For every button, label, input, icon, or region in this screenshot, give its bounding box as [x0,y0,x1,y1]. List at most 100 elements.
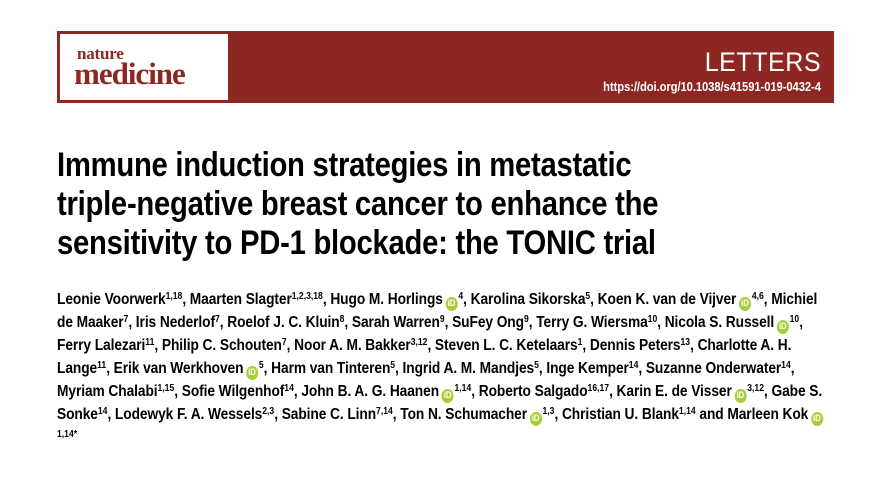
author: John B. A. G. Haanen iD1,14, [301,383,478,403]
author-name: Inge Kemper [546,360,629,377]
author-name: Myriam Chalabi [57,383,158,400]
author-affiliations: 1,18 [165,291,183,302]
author-name: Koen K. van de Vijver [597,291,737,308]
author-affiliations: 16,17 [587,383,610,394]
author: Karolina Sikorska5, [470,291,598,308]
author-name: Ingrid A. M. Mandjes [402,360,535,377]
author-name: Roelof J. C. Kluin [227,314,340,331]
author-affiliations: 5 [258,360,264,371]
author-affiliations: 9 [523,314,529,325]
orcid-id-icon[interactable]: iD [445,296,458,311]
author: Harm van Tinteren5, [271,360,403,377]
masthead-right: LETTERS https://doi.org/10.1038/s41591-0… [579,31,834,103]
orcid-id-icon[interactable]: iD [529,411,542,426]
author-name: Dennis Peters [589,337,681,354]
author: Roelof J. C. Kluin8, [227,314,352,331]
author-affiliations: 7 [214,314,220,325]
author-name: Karin E. de Visser [616,383,732,400]
author: Koen K. van de Vijver iD4,6, [597,291,772,311]
author: Ton N. Schumacher iD1,3, [400,406,562,426]
author-affiliations: 1,3 [542,406,555,417]
author-name: Noor A. M. Bakker [294,337,411,354]
author: Roberto Salgado16,17, [478,383,617,400]
author-affiliations: 14 [781,360,791,371]
author: Noor A. M. Bakker3,12, [294,337,435,354]
journal-masthead: nature medicine LETTERS https://doi.org/… [57,31,834,103]
author: SuFey Ong9, [452,314,537,331]
orcid-id-icon[interactable]: iD [245,365,259,380]
author: Iris Nederlof7, [135,314,228,331]
author-name: Roberto Salgado [478,383,588,400]
author-affiliations: 10 [789,314,800,325]
author-name: Sabine C. Linn [281,406,377,423]
author: Hugo M. Horlings iD4, [330,291,470,311]
author: Myriam Chalabi1,15, [57,383,182,400]
author-affiliations: 3,12 [410,337,428,348]
author-affiliations: 11 [145,337,155,348]
author-affiliations: 14 [628,360,639,371]
author-name: Suzanne Onderwater [645,360,782,377]
author-name: Sarah Warren [351,314,440,331]
author-list: Leonie Voorwerk1,18, Maarten Slagter1,2,… [57,288,831,449]
author-affiliations: 5 [390,360,396,371]
author: Maarten Slagter1,2,3,18, [189,291,331,308]
author: Nicola S. Russell iD10, [665,314,803,334]
author-affiliations: 7 [281,337,287,348]
author-affiliations: 11 [97,360,107,371]
author-name: Ton N. Schumacher [400,406,528,423]
author-name: Charlotte A. H. Lange [57,337,792,377]
author-name: Karolina Sikorska [470,291,586,308]
journal-logo: nature medicine [60,34,228,100]
orcid-id-icon[interactable]: iD [776,319,789,334]
author-name: SuFey Ong [452,314,524,331]
orcid-id-icon[interactable]: iD [738,296,751,311]
doi-link[interactable]: https://doi.org/10.1038/s41591-019-0432-… [603,80,821,94]
author-affiliations: 2,3 [262,406,275,417]
author-name: Harm van Tinteren [271,360,391,377]
author-name: Maarten Slagter [189,291,292,308]
author-affiliations: 1,14* [57,429,78,440]
author: Sabine C. Linn7,14, [281,406,401,423]
author-name: Michiel de Maaker [57,291,818,331]
author-affiliations: 1,14 [678,406,696,417]
journal-logo-medicine: medicine [74,56,186,91]
author-affiliations: 1 [577,337,583,348]
author-affiliations: 5 [585,291,591,302]
author: Ingrid A. M. Mandjes5, [402,360,547,377]
author-affiliations: 4 [458,291,464,302]
author: Lodewyk F. A. Wessels2,3, [114,406,282,423]
author: Sofie Wilgenhof14, [181,383,302,400]
author-affiliations: 14 [97,406,108,417]
author-name: Steven L. C. Ketelaars [434,337,578,354]
author-affiliations: 4,6 [751,291,764,302]
author: Marleen Kok iD1,14* [57,406,824,446]
author-name: Iris Nederlof [135,314,215,331]
author-name: Gabe S. Sonke [57,383,823,423]
author: Erik van Werkhoven iD5, [114,360,271,380]
author-name: Lodewyk F. A. Wessels [114,406,263,423]
author-name: John B. A. G. Haanen [301,383,440,400]
author-name: Philip C. Schouten [161,337,282,354]
orcid-id-icon[interactable]: iD [734,388,747,403]
author-name: Sofie Wilgenhof [181,383,285,400]
author-affiliations: 13 [680,337,691,348]
orcid-id-icon[interactable]: iD [441,388,454,403]
article-title: Immune induction strategies in metastati… [57,146,659,263]
author-affiliations: 10 [647,314,658,325]
author: Inge Kemper14, [546,360,646,377]
author: Christian U. Blank1,14 and [561,406,728,423]
author-affiliations: 3,12 [747,383,765,394]
author: Suzanne Onderwater14, [645,360,795,377]
author: Ferry Lalezari11, [57,337,162,354]
author-affiliations: 9 [439,314,445,325]
orcid-id-icon[interactable]: iD [810,411,823,426]
author-affiliations: 1,14 [454,383,472,394]
author-affiliations: 1,2,3,18 [291,291,323,302]
author-affiliations: 14 [284,383,294,394]
author: Karin E. de Visser iD3,12, [616,383,772,403]
article-title-line: sensitivity to PD-1 blockade: the TONIC … [57,224,656,262]
author: Terry G. Wiersma10, [536,314,665,331]
author: Gabe S. Sonke14, [57,383,823,423]
author-name: Leonie Voorwerk [57,291,166,308]
